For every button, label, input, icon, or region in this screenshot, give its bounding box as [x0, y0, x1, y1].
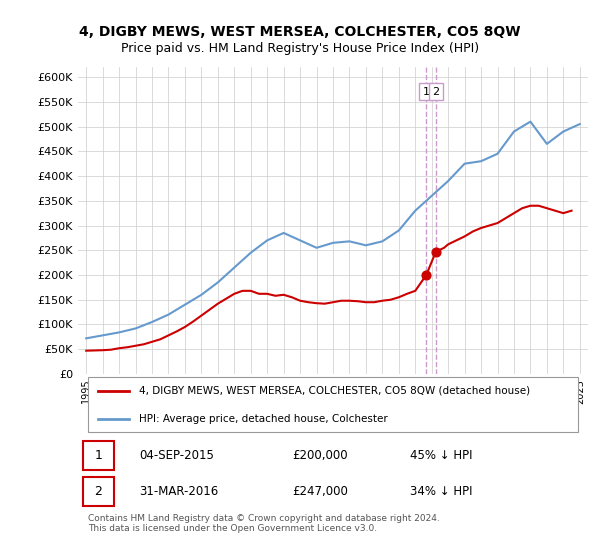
Text: 34% ↓ HPI: 34% ↓ HPI — [409, 485, 472, 498]
Text: 2: 2 — [432, 87, 439, 97]
Text: 1: 1 — [423, 87, 430, 97]
FancyBboxPatch shape — [83, 441, 114, 470]
FancyBboxPatch shape — [88, 377, 578, 432]
Point — [421, 270, 431, 279]
FancyBboxPatch shape — [83, 477, 114, 506]
Text: £200,000: £200,000 — [292, 449, 348, 462]
Text: 04-SEP-2015: 04-SEP-2015 — [139, 449, 214, 462]
Text: 31-MAR-2016: 31-MAR-2016 — [139, 485, 218, 498]
Text: Price paid vs. HM Land Registry's House Price Index (HPI): Price paid vs. HM Land Registry's House … — [121, 42, 479, 55]
Text: 1: 1 — [94, 449, 103, 462]
Point — [431, 248, 440, 256]
Text: Contains HM Land Registry data © Crown copyright and database right 2024.
This d: Contains HM Land Registry data © Crown c… — [88, 514, 440, 533]
Text: 45% ↓ HPI: 45% ↓ HPI — [409, 449, 472, 462]
Text: HPI: Average price, detached house, Colchester: HPI: Average price, detached house, Colc… — [139, 414, 388, 424]
Text: 2: 2 — [94, 485, 103, 498]
Text: 4, DIGBY MEWS, WEST MERSEA, COLCHESTER, CO5 8QW (detached house): 4, DIGBY MEWS, WEST MERSEA, COLCHESTER, … — [139, 385, 530, 395]
Text: 4, DIGBY MEWS, WEST MERSEA, COLCHESTER, CO5 8QW: 4, DIGBY MEWS, WEST MERSEA, COLCHESTER, … — [79, 25, 521, 39]
Text: £247,000: £247,000 — [292, 485, 348, 498]
